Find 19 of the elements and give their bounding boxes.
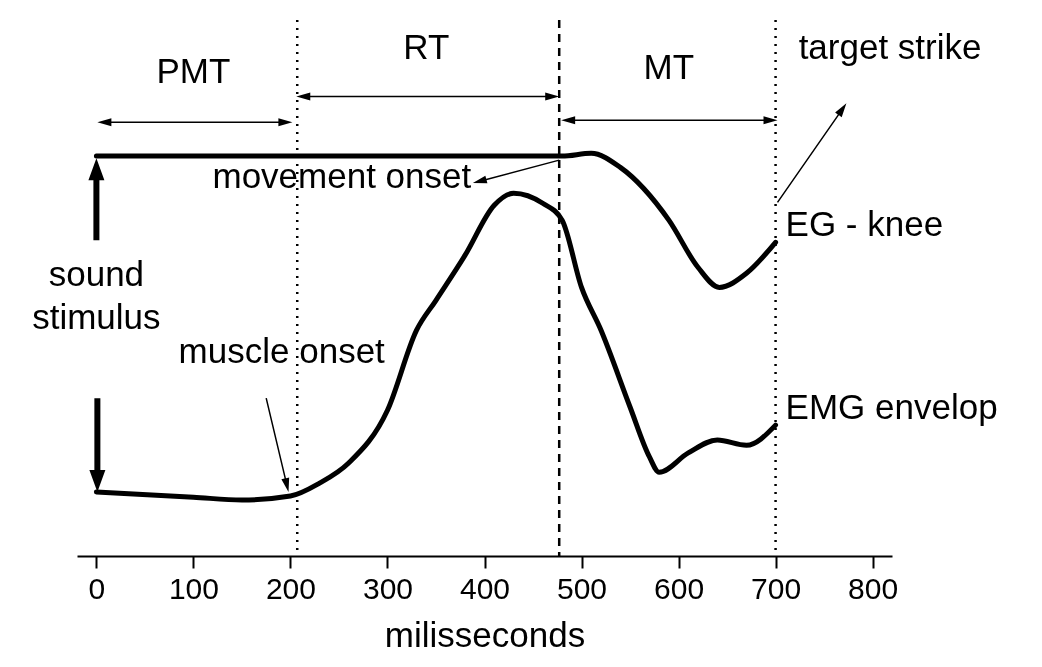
x-tick-label: 300 — [362, 571, 414, 605]
annotation: movement onset — [212, 156, 472, 196]
x-tick-label: 0 — [88, 571, 106, 605]
x-tick-label: 700 — [751, 571, 802, 605]
series-label: EG - knee — [785, 204, 944, 244]
text: PMT — [156, 51, 231, 91]
x-tick-label: 500 — [556, 571, 608, 605]
text: target strike — [798, 27, 982, 67]
x-tick-label: 800 — [848, 571, 899, 605]
x-axis-title: milisseconds — [384, 614, 586, 654]
series-label: EMG envelop — [785, 387, 998, 427]
annotation: sound stimulus — [32, 254, 161, 337]
text: RT — [403, 27, 450, 67]
x-tick-label: 200 — [265, 571, 316, 605]
x-tick-label: 400 — [459, 571, 511, 605]
annotation: muscle onset — [178, 331, 386, 371]
x-tick-label: 600 — [654, 571, 705, 605]
text: MT — [643, 47, 695, 87]
x-tick-label: 100 — [168, 571, 219, 605]
